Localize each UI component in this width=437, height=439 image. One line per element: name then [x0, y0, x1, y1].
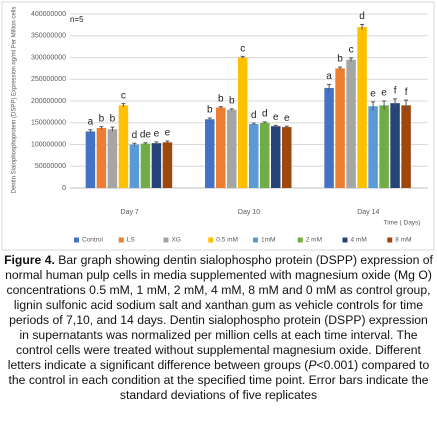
significance-letter: d [132, 130, 138, 141]
legend-label: Control [82, 237, 104, 244]
x-tick-label: Day 7 [121, 209, 139, 216]
significance-letter: c [240, 43, 245, 54]
y-tick-label: 150000000 [31, 120, 66, 127]
bar [162, 142, 173, 188]
legend-label: 1mM [261, 237, 275, 244]
significance-letter: d [262, 109, 268, 120]
y-tick-label: 50000000 [35, 163, 66, 170]
caption-label: Figure 4. [4, 253, 55, 267]
bar [249, 124, 259, 188]
y-tick-label: 100000000 [31, 141, 66, 148]
chart: n=5 Dentin Sialophosphoprotein (DSPP) Ex… [1, 1, 435, 251]
significance-letter: f [405, 87, 408, 98]
significance-letter: a [88, 116, 94, 127]
y-tick-label: 0 [62, 185, 66, 192]
bar [368, 106, 378, 188]
legend-swatch [253, 237, 258, 243]
legend-swatch [74, 237, 79, 243]
significance-letter: e [381, 88, 387, 99]
significance-letter: c [349, 45, 354, 56]
caption-italic: P [308, 358, 317, 372]
significance-letter: b [207, 105, 213, 116]
y-tick-label: 400000000 [31, 11, 66, 18]
legend-swatch [297, 237, 303, 243]
bar [140, 143, 151, 188]
bar [346, 59, 356, 188]
legend-swatch [208, 237, 214, 243]
caption-text: Bar graph showing dentin sialophospho pr… [5, 253, 433, 372]
x-tick-label: Day 10 [238, 209, 260, 216]
bar [271, 126, 281, 188]
bar [401, 105, 411, 188]
bar [216, 107, 226, 188]
significance-letter: e [154, 129, 160, 140]
caption-text: <0.001) compared to the control in each … [8, 358, 430, 402]
x-tick-label: Day 14 [357, 209, 379, 216]
significance-letter: b [99, 113, 105, 124]
legend-label: 0.5 mM [216, 237, 238, 244]
bar [85, 131, 96, 188]
legend-label: 4 mM [351, 237, 367, 244]
bar [390, 103, 400, 188]
significance-letter: e [273, 112, 279, 123]
bar [260, 122, 270, 188]
y-tick-label: 300000000 [31, 54, 66, 61]
bar [238, 57, 248, 188]
annotation: n=5 [70, 15, 84, 24]
significance-letter: b [218, 93, 224, 104]
significance-letter: c [121, 90, 126, 101]
bar [96, 127, 107, 188]
significance-letter: b [337, 54, 343, 65]
y-tick-label: 350000000 [31, 33, 66, 40]
legend-swatch [387, 237, 393, 243]
legend-label: LS [127, 237, 136, 244]
bar [118, 105, 129, 188]
significance-letter: e [284, 113, 290, 124]
bar [379, 105, 389, 188]
legend-label: 2 mM [306, 237, 322, 244]
significance-letter: e [370, 89, 376, 100]
legend-label: XG [172, 237, 181, 244]
legend-swatch [163, 237, 169, 243]
legend-swatch [118, 237, 124, 243]
bar [107, 129, 118, 188]
bar [335, 68, 345, 188]
y-axis-label: Dentin Sialophosphoprotein (DSPP) Expres… [12, 7, 18, 194]
bar [324, 87, 334, 188]
bar [227, 109, 237, 188]
significance-letter: f [394, 85, 397, 96]
y-tick-label: 250000000 [31, 76, 66, 83]
legend-label: 8 mM [395, 237, 411, 244]
significance-letter: b [110, 114, 116, 125]
bar [129, 144, 140, 188]
x-axis-label: Time ( Days) [384, 220, 421, 227]
bar [151, 143, 162, 188]
significance-letter: d [359, 11, 365, 22]
y-tick-label: 200000000 [31, 98, 66, 105]
significance-letter: a [326, 71, 332, 82]
significance-letter: b [229, 95, 235, 106]
bar [357, 27, 367, 188]
bar [205, 119, 215, 188]
legend-swatch [342, 237, 348, 243]
caption: Figure 4. Bar graph showing dentin sialo… [4, 253, 433, 403]
significance-letter: d [251, 110, 257, 121]
significance-letter: e [165, 128, 171, 139]
significance-letter: de [140, 129, 152, 140]
bar [282, 127, 292, 188]
